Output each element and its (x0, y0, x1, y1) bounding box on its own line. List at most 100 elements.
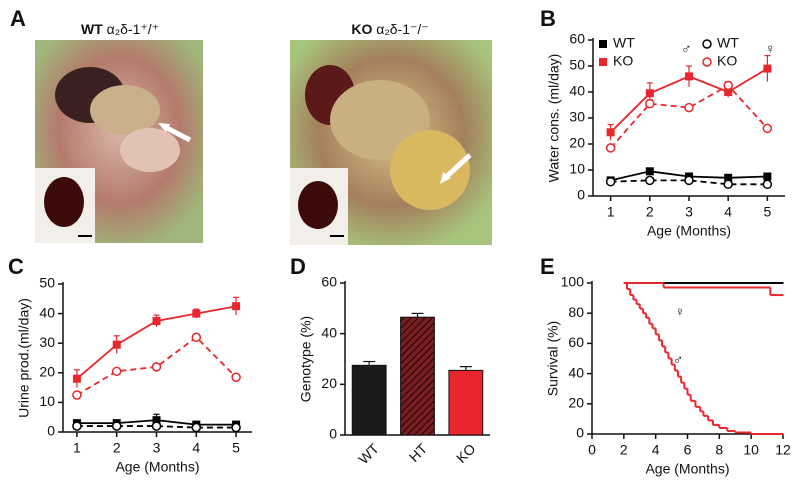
x-tick-label: 1 (607, 204, 615, 220)
bar (351, 364, 387, 436)
genotype: KO (351, 21, 372, 37)
y-tick-label: 40 (568, 364, 584, 380)
x-tick-label: 4 (192, 440, 200, 456)
point (645, 175, 655, 186)
y-tick-label: 0 (47, 423, 55, 439)
point (762, 123, 773, 134)
y-tick-label: 20 (568, 395, 584, 411)
bar (448, 369, 484, 436)
x-axis-label: Age (Months) (647, 223, 731, 239)
y-tick-label: 80 (568, 304, 584, 320)
x-tick-label: 8 (715, 442, 723, 458)
gene: α₂δ-1⁺/⁺ (107, 21, 159, 37)
genotype: WT (81, 21, 103, 37)
x-axis-label: Age (Months) (115, 459, 199, 475)
series-line (609, 84, 769, 149)
x-tick-label: 2 (646, 204, 654, 220)
point (763, 64, 772, 73)
y-tick-label: 10 (569, 161, 585, 177)
point (605, 176, 616, 187)
y-tick-label: 20 (569, 135, 585, 151)
point (684, 102, 694, 113)
x-tick-label: HT (406, 440, 431, 465)
y-tick-label: 40 (321, 324, 337, 340)
y-tick-label: 0 (576, 425, 584, 441)
x-tick-label: KO (453, 440, 479, 466)
photo-title: WT α₂δ-1⁺/⁺ (81, 21, 159, 37)
legend-marker (599, 40, 607, 48)
panel-letter: B (540, 6, 556, 31)
legend-marker (702, 39, 712, 49)
legend-label: KO (613, 53, 633, 69)
x-tick-label: 4 (652, 442, 660, 458)
point (191, 422, 202, 433)
y-axis-label: Survival (%) (545, 321, 561, 396)
point (645, 98, 655, 109)
x-tick-label: 12 (775, 442, 791, 458)
y-tick-label: 60 (568, 334, 584, 350)
y-tick-label: 0 (577, 187, 585, 203)
y-axis-label: Urine prod.(ml/day) (16, 298, 32, 418)
y-axis-label: Genotype (%) (298, 316, 314, 402)
x-tick-label: 5 (763, 204, 771, 220)
point (111, 421, 122, 431)
point (151, 421, 162, 431)
photo-title: KO α₂δ-1⁻/⁻ (351, 21, 428, 37)
y-tick-label: 30 (569, 109, 585, 125)
x-tick-label: 6 (684, 442, 692, 458)
point (762, 179, 773, 190)
panel-letter: A (10, 6, 26, 31)
legend-label: WT (613, 35, 635, 51)
point (684, 175, 694, 186)
point (192, 309, 201, 318)
y-tick-label: 60 (569, 31, 585, 47)
y-tick-label: 30 (39, 334, 55, 350)
panel-letter: E (540, 254, 555, 279)
point (231, 372, 241, 382)
point (72, 390, 82, 400)
y-tick-label: 40 (569, 83, 585, 99)
y-tick-label: 40 (39, 304, 55, 320)
x-tick-label: 10 (743, 442, 759, 458)
point (191, 332, 202, 343)
point (685, 72, 693, 81)
x-tick-label: WT (355, 440, 382, 467)
legend-label: WT (717, 35, 739, 51)
point (111, 366, 122, 377)
y-tick-label: 0 (329, 426, 337, 442)
gene: α₂δ-1⁻/⁻ (376, 21, 428, 37)
series-line (610, 179, 768, 186)
y-tick-label: 10 (39, 393, 55, 409)
x-tick-label: 3 (153, 440, 161, 456)
panel-letter: D (290, 254, 306, 279)
x-tick-label: 2 (620, 442, 628, 458)
series-line (76, 336, 237, 396)
bar (400, 316, 435, 436)
y-axis-label: Water cons. (ml/day) (546, 54, 562, 183)
y-tick-label: 60 (321, 274, 337, 290)
x-axis-label: Age (Months) (645, 461, 729, 477)
point (605, 143, 616, 153)
legend-label: KO (717, 53, 737, 69)
panel-letter: C (8, 254, 24, 279)
y-tick-label: 50 (39, 275, 55, 291)
point (723, 80, 733, 91)
legend-title: ♀ (765, 41, 776, 57)
point (606, 128, 615, 137)
x-tick-label: 2 (113, 440, 121, 456)
point (152, 416, 161, 425)
series-line (76, 425, 237, 429)
legend-marker (599, 58, 607, 66)
point (763, 172, 772, 181)
point (645, 167, 654, 176)
legend-title: ♂ (681, 41, 692, 57)
x-tick-label: 1 (73, 440, 81, 456)
point (724, 88, 733, 96)
point (152, 317, 161, 325)
y-tick-label: 100 (561, 274, 585, 290)
x-tick-label: 0 (588, 442, 596, 458)
point (72, 421, 82, 431)
photo (290, 40, 492, 245)
photo (35, 40, 203, 243)
